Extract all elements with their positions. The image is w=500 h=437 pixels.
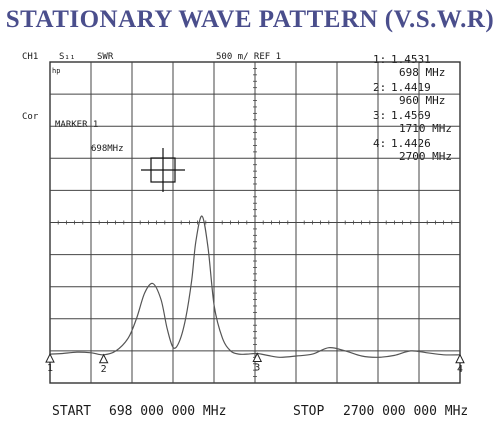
parameter-label: S₁₁ [59, 52, 76, 62]
start-label: START [52, 404, 92, 419]
marker-4-freq: 2700 MHz [399, 150, 452, 163]
marker-crosshair-icon [141, 148, 185, 192]
marker-3-swr: 1.4569 [391, 109, 431, 122]
marker-4-number: 4 [457, 364, 463, 375]
marker-3-number: 3 [254, 362, 260, 373]
format-label: SWR [97, 52, 114, 62]
marker-3-triangle [252, 352, 263, 362]
swr-trace [49, 215, 461, 358]
scale-label: 500 m/ REF 1 [216, 52, 282, 62]
marker-title: MARKER 1 [55, 120, 99, 130]
stop-value: 2700 000 000 MHz [343, 404, 469, 419]
marker-4-swr: 1.4426 [391, 137, 431, 150]
marker-2-number: 2 [101, 364, 107, 375]
marker-1-number: 1 [47, 363, 53, 374]
marker-2-triangle [98, 353, 109, 364]
marker-1-freq: 698 MHz [399, 66, 446, 79]
marker-2-freq: 960 MHz [399, 94, 446, 107]
start-value: 698 000 000 MHz [109, 404, 227, 419]
page-title: STATIONARY WAVE PATTERN (V.S.W.R) [5, 6, 495, 33]
marker-4-id: 4: [373, 137, 387, 150]
correction-label: Cor [22, 112, 39, 122]
chart-grid [49, 61, 461, 384]
marker-1-swr: 1.4531 [391, 53, 431, 66]
marker-3-freq: 1710 MHz [399, 122, 452, 135]
marker-4-triangle [455, 353, 465, 364]
marker-frequency: 698MHz [91, 144, 124, 154]
marker-triangles: 1 2 3 4 [45, 352, 465, 375]
marker-2-id: 2: [373, 81, 387, 94]
stop-label: STOP [293, 404, 325, 419]
hold-label: hp [52, 67, 61, 75]
channel-label: CH1 [22, 52, 39, 62]
marker-2-swr: 1.4419 [391, 81, 431, 94]
marker-1-triangle [45, 352, 55, 363]
marker-3-id: 3: [373, 109, 387, 122]
marker-1-id: 1: [373, 53, 387, 66]
